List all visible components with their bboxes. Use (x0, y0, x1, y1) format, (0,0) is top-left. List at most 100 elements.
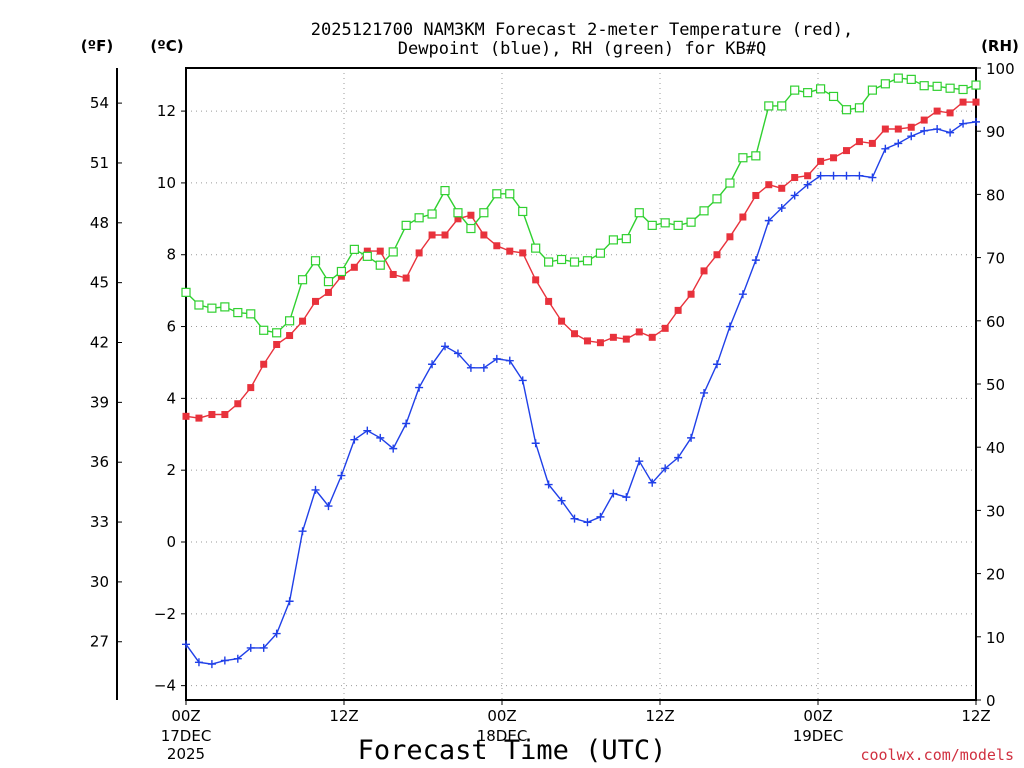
data-point (765, 181, 773, 189)
rh-tick-label: 10 (986, 629, 1005, 647)
data-point (531, 439, 540, 448)
data-point (635, 328, 643, 336)
data-point (661, 464, 670, 473)
series-line (185, 77, 977, 334)
data-point (582, 256, 593, 266)
data-point (725, 322, 734, 331)
data-point (402, 274, 410, 282)
data-point (674, 453, 683, 462)
data-point (531, 243, 541, 253)
data-point (854, 103, 865, 113)
fahrenheit-tick-label: 48 (90, 214, 109, 232)
data-point (389, 270, 397, 278)
celsius-tick-label: 6 (166, 318, 176, 336)
data-point (777, 204, 786, 213)
data-point (660, 218, 670, 228)
data-point (234, 400, 242, 408)
data-point (208, 411, 216, 419)
x-tick-label: 12Z (329, 707, 358, 725)
data-point (324, 502, 333, 511)
data-point (363, 247, 371, 255)
chart-title: 2025121700 NAM3KM Forecast 2-meter Tempe… (311, 20, 853, 40)
data-point (545, 297, 553, 305)
data-point (441, 231, 449, 239)
data-point (894, 139, 903, 148)
data-point (518, 376, 527, 385)
data-point (712, 194, 722, 204)
fahrenheit-tick-label: 42 (90, 334, 109, 352)
data-point (182, 640, 190, 649)
x-tick-label: 12Z (961, 707, 990, 725)
data-point (182, 412, 190, 420)
data-point (816, 171, 825, 180)
data-point (441, 342, 450, 351)
data-point (556, 254, 567, 265)
data-point (401, 220, 411, 230)
data-point (880, 79, 890, 89)
data-point (661, 324, 669, 332)
data-point (583, 518, 592, 527)
celsius-tick-label: −2 (154, 605, 176, 623)
rh-tick-label: 40 (986, 439, 1005, 457)
data-point (855, 171, 864, 180)
rh-tick-label: 90 (986, 123, 1005, 141)
data-point (311, 485, 320, 494)
data-point (312, 297, 320, 305)
data-point (272, 629, 281, 638)
data-point (972, 117, 980, 126)
data-point (894, 125, 902, 133)
data-point (777, 101, 787, 111)
data-point (609, 489, 618, 498)
data-point (544, 257, 554, 267)
fahrenheit-tick-label: 30 (90, 573, 109, 591)
celsius-tick-label: 2 (166, 461, 176, 479)
data-point (285, 316, 295, 326)
data-point (194, 658, 203, 667)
data-point (830, 154, 838, 162)
series-rh (181, 73, 981, 338)
data-point (842, 171, 851, 180)
data-point (272, 328, 282, 338)
series-dewpoint (182, 117, 980, 669)
celsius-tick-label: 10 (157, 174, 176, 192)
rh-tick-label: 50 (986, 376, 1005, 394)
data-point (466, 223, 476, 234)
data-point (712, 360, 721, 369)
data-point (402, 419, 411, 428)
data-point (259, 643, 268, 652)
x-tick-date-label: 18DEC (477, 727, 528, 745)
data-point (350, 263, 358, 271)
fahrenheit-tick-label: 54 (90, 94, 109, 112)
fahrenheit-tick-label: 51 (90, 154, 109, 172)
x-tick-label: 00Z (803, 707, 832, 725)
data-point (362, 251, 372, 261)
fahrenheit-tick-label: 45 (90, 274, 109, 292)
data-point (842, 147, 850, 155)
celsius-tick-label: 4 (166, 389, 176, 407)
data-point (700, 267, 708, 275)
data-point (350, 435, 359, 444)
data-point (726, 233, 734, 241)
data-point (933, 125, 942, 134)
data-point (803, 88, 813, 98)
fahrenheit-unit-label: (ºF) (81, 37, 113, 55)
data-point (907, 132, 916, 141)
rh-tick-label: 60 (986, 313, 1005, 331)
data-point (195, 414, 203, 422)
data-point (221, 411, 229, 419)
data-point (297, 275, 308, 285)
data-point (298, 527, 307, 536)
rh-unit-label: (RH) (981, 37, 1019, 55)
data-series (181, 73, 981, 669)
data-point (958, 84, 968, 95)
data-point (466, 363, 475, 372)
data-point (946, 128, 955, 137)
data-point (790, 191, 799, 200)
data-point (415, 383, 424, 392)
data-point (428, 231, 436, 239)
celsius-unit-label: (ºC) (150, 37, 183, 55)
data-point (906, 74, 916, 84)
data-point (493, 242, 501, 250)
data-point (738, 290, 747, 299)
data-point (583, 337, 591, 345)
